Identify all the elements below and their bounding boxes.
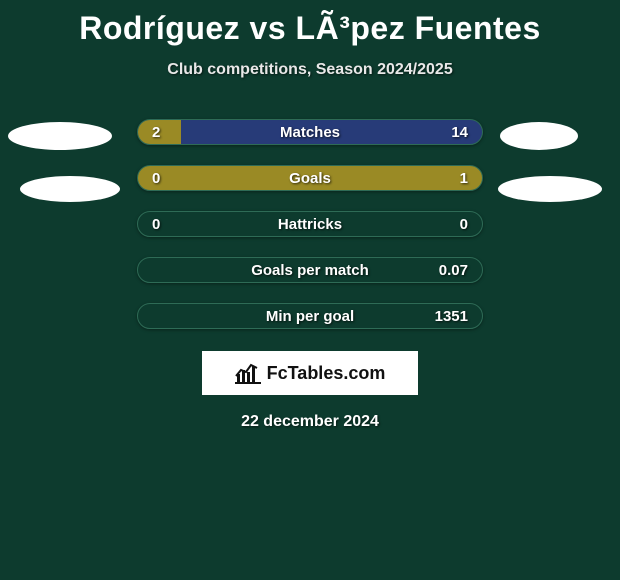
stat-label: Matches: [138, 120, 482, 144]
stat-label: Goals per match: [138, 258, 482, 282]
stats-container: 214Matches01Goals00Hattricks0.07Goals pe…: [137, 119, 483, 329]
stat-label: Min per goal: [138, 304, 482, 328]
decorative-oval: [20, 176, 120, 202]
stat-label: Goals: [138, 166, 482, 190]
decorative-oval: [8, 122, 112, 150]
stat-value-right: 0.07: [439, 258, 468, 282]
stat-value-right: 0: [460, 212, 468, 236]
stat-row: 0 0Hattricks: [137, 211, 483, 237]
stat-value-right: 1: [460, 166, 468, 190]
watermark-badge: FcTables.com: [202, 351, 418, 395]
subtitle: Club competitions, Season 2024/2025: [0, 61, 620, 79]
stat-label: Hattricks: [138, 212, 482, 236]
stat-row: 0 1Goals: [137, 165, 483, 191]
decorative-oval: [500, 122, 578, 150]
date-label: 22 december 2024: [0, 413, 620, 431]
stat-value-left: 2: [152, 120, 160, 144]
watermark-text: FcTables.com: [267, 363, 386, 384]
decorative-oval: [498, 176, 602, 202]
stat-row: 1351Min per goal: [137, 303, 483, 329]
chart-icon: [235, 362, 261, 384]
page-title: Rodríguez vs LÃ³pez Fuentes: [0, 0, 620, 47]
stat-value-right: 14: [451, 120, 468, 144]
stat-value-right: 1351: [435, 304, 468, 328]
stat-row: 0.07Goals per match: [137, 257, 483, 283]
stat-value-left: 0: [152, 212, 160, 236]
stat-row: 2 14Matches: [137, 119, 483, 145]
stat-value-left: 0: [152, 166, 160, 190]
